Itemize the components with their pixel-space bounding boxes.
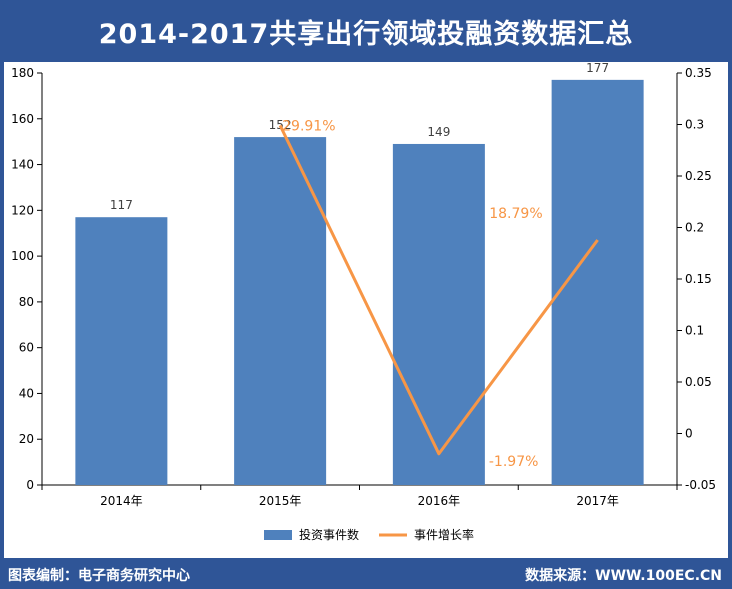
x-tick-label: 2014年: [100, 494, 143, 508]
y-left-tick-label: 140: [11, 158, 34, 172]
line-data-label: 18.79%: [489, 206, 542, 222]
y-right-tick-label: 0.25: [685, 169, 712, 183]
y-left-tick-label: 20: [19, 432, 34, 446]
y-left-tick-label: 40: [19, 386, 34, 400]
y-right-tick-label: 0.05: [685, 375, 712, 389]
bar: [392, 143, 485, 485]
footer-credit: 图表编制：电子商务研究中心: [8, 568, 190, 584]
y-right-tick-label: 0.2: [685, 221, 704, 235]
line-data-label: 29.91%: [282, 118, 335, 134]
y-right-tick-label: 0.15: [685, 272, 712, 286]
y-left-tick-label: 160: [11, 112, 34, 126]
y-right-tick-label: -0.05: [685, 478, 716, 492]
y-left-tick-label: 180: [11, 66, 34, 80]
x-tick-label: 2016年: [418, 494, 461, 508]
y-right-tick-label: 0: [685, 427, 693, 441]
footer-source: 数据来源：WWW.100EC.CN: [525, 568, 722, 584]
bar-data-label: 177: [586, 62, 609, 75]
y-right-tick-label: 0.35: [685, 66, 712, 80]
growth-rate-line: [278, 124, 599, 456]
y-left-tick-label: 60: [19, 341, 34, 355]
chart-title: 2014-2017共享出行领域投融资数据汇总: [98, 18, 634, 50]
bar-data-label: 117: [110, 198, 133, 212]
line-data-label: -1.97%: [489, 454, 539, 470]
bar-data-label: 149: [427, 125, 450, 139]
bar: [234, 137, 327, 485]
y-right-tick-label: 0.1: [685, 324, 704, 338]
y-left-tick-label: 0: [26, 478, 34, 492]
legend-label-bar: 投资事件数: [299, 527, 359, 542]
y-right-tick-label: 0.3: [685, 118, 704, 132]
y-left-tick-label: 100: [11, 249, 34, 263]
bar: [75, 217, 168, 485]
chart-svg: 0 20 40 60 80 100 120 140 160 180 -0.05 0 0.05 0.1 0.1…: [11, 61, 716, 542]
legend-swatch-bar: [264, 530, 292, 540]
x-tick-label: 2015年: [259, 494, 302, 508]
footer: 图表编制：电子商务研究中心 数据来源：WWW.100EC.CN: [0, 558, 732, 589]
bar-data-label: 152: [269, 118, 292, 132]
y-left-tick-label: 80: [19, 295, 34, 309]
x-tick-label: 2017年: [576, 494, 619, 508]
chart-panel: 0 20 40 60 80 100 120 140 160 180 -0.05 0 0.05 0.1 0.1…: [4, 61, 728, 558]
y-left-tick-label: 120: [11, 203, 34, 217]
legend-label-line: 事件增长率: [414, 527, 474, 542]
